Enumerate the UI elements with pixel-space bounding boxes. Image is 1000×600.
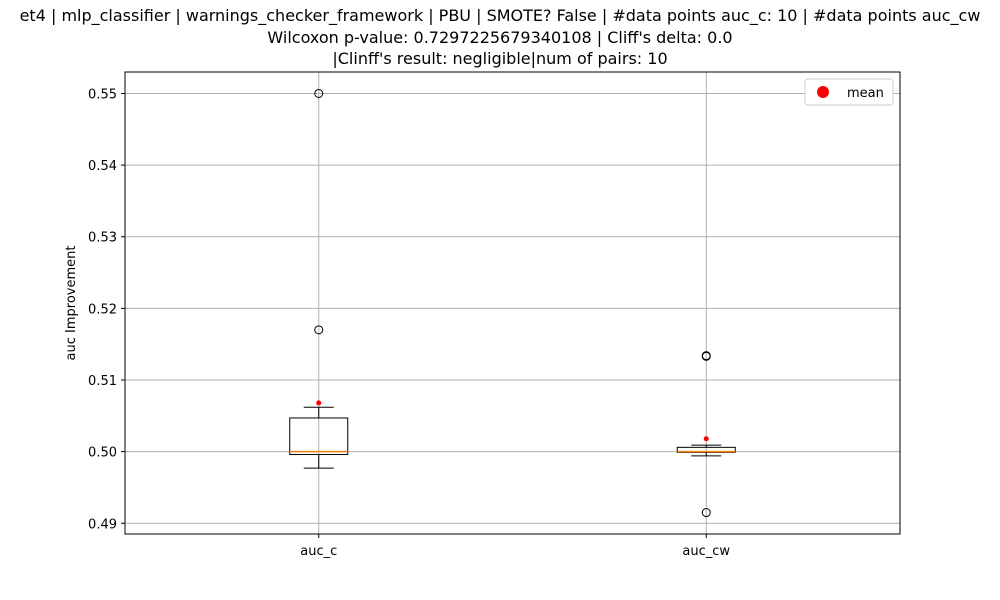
chart-title-line-2: Wilcoxon p-value: 0.7297225679340108 | C…: [267, 28, 733, 47]
x-tick-label: auc_cw: [682, 544, 730, 559]
legend-mean-label: mean: [847, 86, 884, 101]
outlier-point: [314, 88, 324, 98]
tick-layer: 0.49 0.50 0.51 0.52 0.53 0.54 0.55 auc_c auc_cw: [88, 87, 730, 559]
y-tick-label: 0.51: [88, 374, 117, 389]
y-tick-label: 0.53: [88, 231, 117, 246]
y-tick-label: 0.55: [88, 87, 117, 102]
grid-layer: [125, 72, 900, 534]
outlier-point: [314, 325, 324, 335]
legend-mean-marker: [817, 86, 829, 98]
y-tick-label: 0.49: [88, 517, 117, 532]
box-layer: [289, 88, 736, 518]
mean-point: [316, 400, 322, 406]
iqr-box: [289, 417, 349, 455]
mean-point: [703, 436, 709, 442]
box-auc_cw: [676, 351, 736, 518]
y-tick-label: 0.54: [88, 159, 117, 174]
plot-frame: [124, 71, 901, 535]
outlier-point: [701, 351, 711, 361]
x-tick-label: auc_c: [300, 544, 337, 559]
legend-box: [804, 78, 894, 106]
chart-title-line-1: et4 | mlp_classifier | warnings_checker_…: [19, 6, 981, 25]
legend: mean: [804, 78, 894, 106]
box-auc_c: [289, 88, 349, 469]
y-axis-label: auc Improvement: [64, 246, 79, 361]
y-tick-label: 0.52: [88, 302, 117, 317]
outlier-point: [701, 508, 711, 518]
y-tick-label: 0.50: [88, 446, 117, 461]
chart-title-line-3: |Clinff's result: negligible|num of pair…: [332, 49, 668, 68]
